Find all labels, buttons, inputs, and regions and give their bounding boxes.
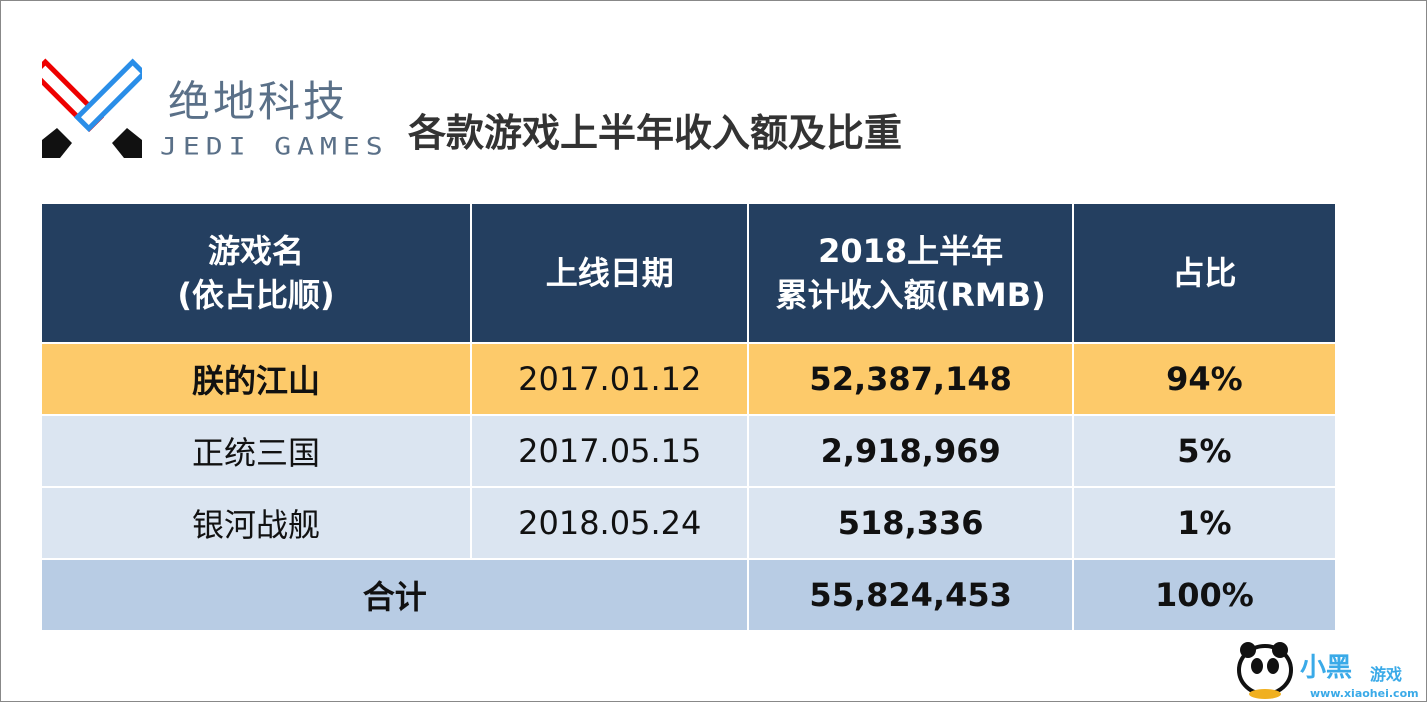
header-share: 占比 [1071, 202, 1338, 344]
total-label: 合计 [39, 558, 750, 632]
table-row: 朕的江山 2017.01.12 52,387,148 94% [40, 342, 1338, 416]
svg-text:游戏: 游戏 [1370, 665, 1402, 684]
share-cell: 94% [1071, 342, 1338, 416]
header-text: 占比 [1172, 254, 1237, 292]
header-text: 累计收入额(RMB) [775, 276, 1046, 314]
table-row: 正统三国 2017.05.15 2,918,969 5% [40, 414, 1338, 488]
header-game-name: 游戏名 (依占比顺) [40, 202, 472, 344]
game-name-cell: 正统三国 [40, 414, 472, 488]
page-title: 各款游戏上半年收入额及比重 [408, 111, 903, 155]
revenue-table: 游戏名 (依占比顺) 上线日期 2018上半年累计收入额(RMB) 占比 朕的江山… [39, 202, 1338, 632]
total-share: 100% [1071, 558, 1338, 632]
share-cell: 5% [1071, 414, 1338, 488]
svg-text:小黑: 小黑 [1300, 653, 1352, 683]
jedi-games-logo-icon [42, 58, 142, 158]
xiaohei-watermark-icon: 小黑 游戏 www.xiaohei.com [1237, 642, 1419, 700]
logo-chinese-text: 绝地科技 [168, 77, 349, 126]
revenue-cell: 518,336 [747, 486, 1074, 560]
header-text: (依占比顺) [177, 276, 335, 314]
header-launch-date: 上线日期 [469, 202, 750, 344]
table-header-row: 游戏名 (依占比顺) 上线日期 2018上半年累计收入额(RMB) 占比 [40, 202, 1338, 344]
share-cell: 1% [1071, 486, 1338, 560]
total-revenue: 55,824,453 [747, 558, 1074, 632]
date-cell: 2018.05.24 [469, 486, 750, 560]
header-revenue: 2018上半年累计收入额(RMB) [747, 202, 1074, 344]
total-row: 合计 55,824,453 100% [39, 558, 1338, 632]
header-text: 上线日期 [545, 254, 674, 292]
game-name-cell: 银河战舰 [40, 486, 472, 560]
revenue-cell: 52,387,148 [747, 342, 1074, 416]
date-cell: 2017.05.15 [469, 414, 750, 488]
header-text: 游戏名 [207, 232, 304, 270]
logo-english-text: JEDI GAMES [160, 132, 389, 161]
revenue-cell: 2,918,969 [747, 414, 1074, 488]
table-row: 银河战舰 2018.05.24 518,336 1% [40, 486, 1338, 560]
header-text: 2018上半年 [818, 232, 1004, 270]
date-cell: 2017.01.12 [469, 342, 750, 416]
svg-text:www.xiaohei.com: www.xiaohei.com [1310, 687, 1419, 700]
game-name-cell: 朕的江山 [40, 342, 472, 416]
